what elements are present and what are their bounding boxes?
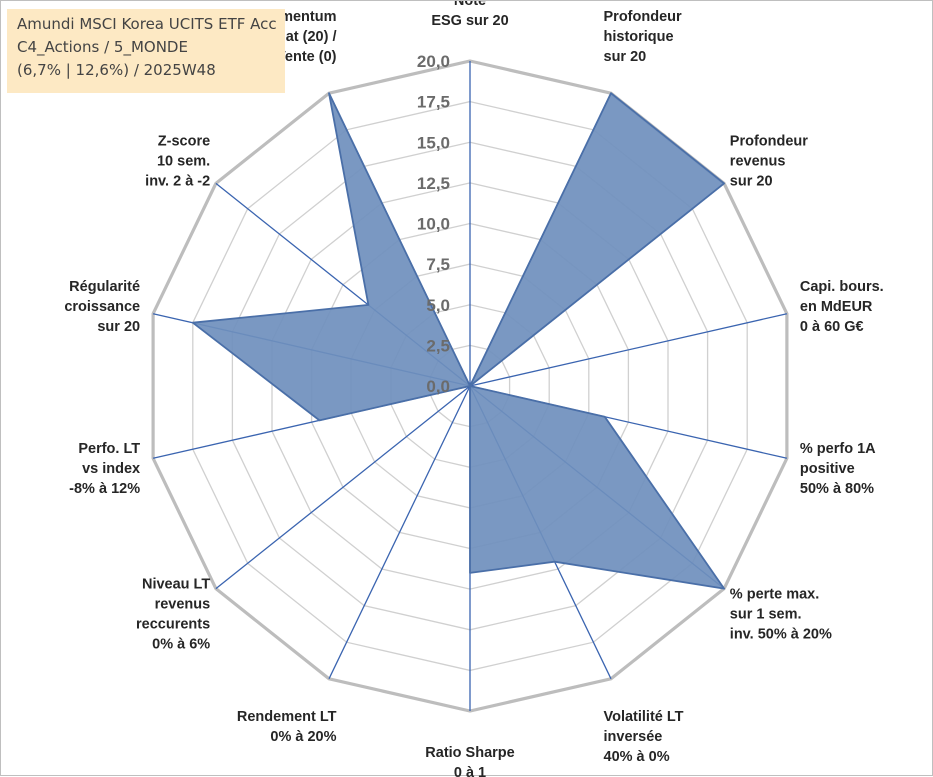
category-label-line: sur 1 sem. — [730, 606, 802, 622]
tick-label: 12,5 — [417, 174, 450, 193]
category-label-line: inv. 2 à -2 — [145, 174, 210, 190]
fund-stats: (6,7% | 12,6%) / 2025W48 — [17, 59, 285, 82]
tick-label: 7,5 — [426, 255, 450, 274]
fund-name: Amundi MSCI Korea UCITS ETF Acc — [17, 13, 285, 36]
category-label: Volatilité LT inversée 40% à 0% — [604, 709, 684, 765]
category-label-line: Profondeur — [730, 134, 808, 150]
category-label: Ratio Sharpe 0 à 1 — [425, 745, 514, 777]
tick-label: 5,0 — [426, 296, 450, 315]
category-label: Profondeur revenus sur 20 — [730, 134, 808, 190]
category-label-line: 0 à 1 — [454, 765, 486, 777]
category-label-line: Note — [454, 1, 486, 9]
tick-label: 2,5 — [426, 336, 450, 355]
fund-category: C4_Actions / 5_MONDE — [17, 36, 285, 59]
category-label-line: % perte max. — [730, 586, 819, 602]
category-label: Z-score 10 sem. inv. 2 à -2 — [145, 134, 210, 190]
category-label: Note ESG sur 20 — [431, 1, 508, 29]
axis-spoke — [216, 386, 470, 589]
category-label: Capi. bours. en MdEUR 0 à 60 G€ — [800, 279, 884, 335]
category-label-line: Régularité — [69, 279, 140, 295]
category-label-line: -8% à 12% — [69, 481, 140, 497]
tick-label: 15,0 — [417, 133, 450, 152]
category-label-line: revenus — [730, 154, 786, 170]
category-label-line: Perfo. LT — [78, 441, 140, 457]
category-label: Niveau LT revenus reccurents 0% à 6% — [136, 576, 210, 652]
category-label-line: Volatilité LT — [604, 709, 684, 725]
category-label: % perte max. sur 1 sem. inv. 50% à 20% — [730, 586, 832, 642]
radar-series-layer — [193, 93, 724, 588]
category-label-line: sur 20 — [604, 49, 647, 65]
category-label-line: 10 sem. — [157, 154, 210, 170]
category-label: % perfo 1A positive 50% à 80% — [800, 441, 876, 497]
tick-label: 10,0 — [417, 215, 450, 234]
category-label-line: Profondeur — [604, 9, 682, 25]
category-label-line: en MdEUR — [800, 299, 873, 315]
series-area — [193, 93, 724, 588]
category-label-line: sur 20 — [97, 319, 140, 335]
category-label-line: % perfo 1A — [800, 441, 876, 457]
category-label-line: 50% à 80% — [800, 481, 874, 497]
category-label-line: ESG sur 20 — [431, 13, 508, 29]
category-label-line: 40% à 0% — [604, 749, 670, 765]
category-label-line: vs index — [82, 461, 140, 477]
category-label: Rendement LT 0% à 20% — [237, 709, 337, 745]
category-label-line: Niveau LT — [142, 576, 210, 592]
axis-spoke — [329, 386, 470, 679]
category-label-line: croissance — [64, 299, 140, 315]
category-label: Régularité croissance sur 20 — [64, 279, 140, 335]
category-label-line: Ratio Sharpe — [425, 745, 514, 761]
tick-label: 0,0 — [426, 377, 450, 396]
category-label: Profondeur historique sur 20 — [604, 9, 682, 65]
category-label-line: 0 à 60 G€ — [800, 319, 864, 335]
category-label-line: inv. 50% à 20% — [730, 626, 832, 642]
category-label-line: 0% à 6% — [152, 636, 210, 652]
category-label-line: reccurents — [136, 616, 210, 632]
category-label: Perfo. LT vs index -8% à 12% — [69, 441, 140, 497]
category-label-line: positive — [800, 461, 855, 477]
category-label-line: inversée — [604, 729, 663, 745]
category-label-line: Rendement LT — [237, 709, 337, 725]
tick-label: 17,5 — [417, 93, 450, 112]
fund-info-box: Amundi MSCI Korea UCITS ETF Acc C4_Actio… — [7, 9, 285, 93]
category-label-line: revenus — [155, 596, 211, 612]
tick-label: 20,0 — [417, 52, 450, 71]
category-label-line: 0% à 20% — [270, 729, 336, 745]
category-label-line: historique — [604, 29, 674, 45]
category-label-line: Capi. bours. — [800, 279, 884, 295]
category-label-line: sur 20 — [730, 174, 773, 190]
category-label-line: Vente (0) — [276, 49, 337, 65]
category-label-line: Z-score — [158, 134, 210, 150]
